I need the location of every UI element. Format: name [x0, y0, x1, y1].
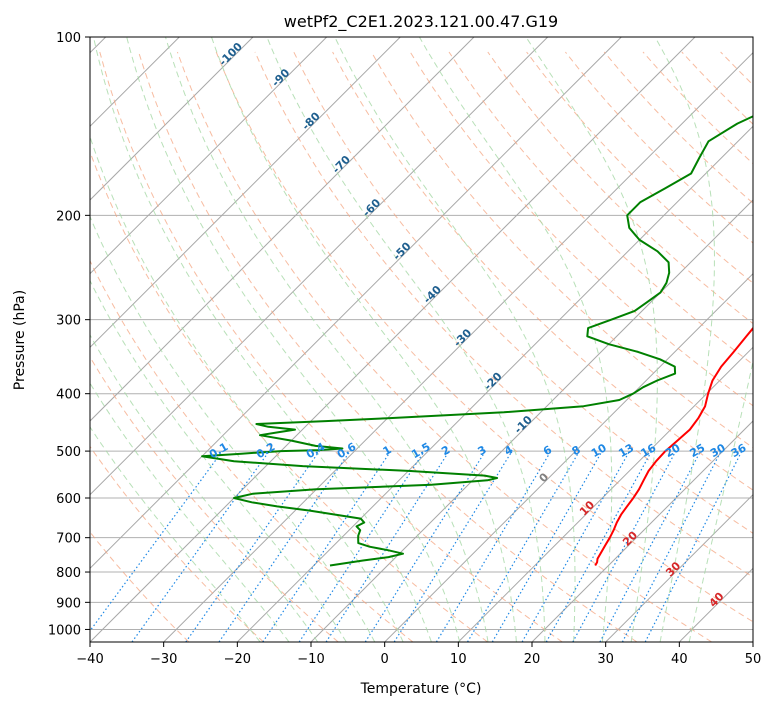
- dry-adiabat-line: [448, 51, 753, 366]
- moist-adiabat-line: [90, 215, 376, 642]
- isotherm-line: [90, 37, 549, 496]
- y-tick-label: 500: [56, 445, 81, 460]
- y-tick-label: 400: [56, 388, 81, 403]
- y-tick-label: 800: [56, 566, 81, 581]
- y-axis: 100 200 300 400 500 600 700 800 900 1000: [48, 31, 90, 638]
- dry-adiabat-line: [409, 51, 753, 407]
- isotherm-line: [236, 125, 753, 642]
- dry-adiabat-line: [90, 259, 414, 642]
- x-tick-label: −10: [297, 652, 324, 667]
- isotherm-line: [163, 51, 753, 642]
- temperature-profile: [594, 326, 753, 566]
- mixing-ratio-line: [545, 450, 653, 642]
- dry-adiabat-line: [90, 445, 264, 642]
- moist-adiabat-line: [93, 37, 432, 642]
- isotherm-line: [90, 37, 254, 201]
- chart-title: wetPf2_C2E1.2023.121.00.47.G19: [284, 12, 558, 32]
- moist-adiabat-line: [165, 37, 489, 642]
- moist-adiabat-line: [211, 37, 517, 642]
- moist-adiabat-line: [525, 37, 658, 642]
- y-tick-label: 700: [56, 532, 81, 547]
- isotherm-line: [90, 37, 328, 275]
- y-tick-label: 200: [56, 209, 81, 224]
- moist-adiabat-line: [334, 37, 576, 642]
- x-tick-label: 20: [524, 652, 541, 667]
- mixing-ratio-line: [521, 450, 631, 642]
- plot-frame: [89, 36, 754, 643]
- dry-adiabat-line: [293, 51, 753, 534]
- moist-adiabat-line: [418, 37, 613, 642]
- x-axis: −40 −30 −20 −10 0 10 20 30 40 50: [76, 642, 761, 667]
- x-tick-label: −30: [150, 652, 177, 667]
- moist-adiabat-line: [90, 135, 404, 642]
- x-tick-label: 10: [450, 652, 467, 667]
- dry-adiabat-line: [370, 51, 753, 449]
- mixing-ratio-line: [325, 450, 450, 642]
- moist-adiabat-line: [654, 37, 716, 642]
- mixing-ratio-line: [364, 450, 486, 642]
- y-tick-label: 900: [56, 596, 81, 611]
- dry-adiabat-line: [90, 356, 339, 642]
- isotherm-line: [90, 37, 475, 422]
- y-tick-label: 1000: [48, 623, 81, 638]
- dry-adiabat-line: [176, 51, 712, 642]
- dry-adiabat-line: [138, 51, 638, 642]
- moist-adiabat-line: [266, 37, 546, 642]
- mixing-ratio-line: [218, 450, 351, 642]
- mixing-ratio-line: [572, 450, 677, 642]
- x-axis-title: Temperature (°C): [360, 681, 482, 697]
- dry-adiabat-line: [332, 51, 753, 491]
- x-tick-label: 0: [381, 652, 389, 667]
- y-tick-label: 300: [56, 314, 81, 329]
- isotherm-line: [531, 420, 753, 642]
- isotherm-line: [90, 37, 622, 570]
- y-tick-label: 100: [56, 31, 81, 46]
- isotherm-line: [384, 272, 753, 642]
- moist-adiabat-line: [688, 359, 753, 642]
- dry-adiabat-line: [215, 51, 753, 623]
- isotherm-line: [605, 493, 753, 642]
- isotherm-line: [90, 37, 696, 642]
- mixing-ratio-line: [185, 450, 320, 642]
- x-tick-label: −40: [76, 652, 103, 667]
- dewpoint-profile: [201, 115, 753, 567]
- isotherm-line: [457, 346, 753, 642]
- x-tick-label: −20: [224, 652, 251, 667]
- mixing-ratio-line: [491, 450, 603, 642]
- x-tick-label: 30: [597, 652, 614, 667]
- mixing-ratio-line: [466, 450, 580, 642]
- moist-adiabat-line: [90, 334, 319, 642]
- dry-adiabat-line: [99, 51, 563, 642]
- x-tick-label: 40: [671, 652, 688, 667]
- background-lines: [90, 37, 753, 642]
- data-lines: [201, 115, 753, 567]
- dry-adiabat-line: [487, 51, 753, 325]
- moist-adiabat-line: [90, 382, 290, 642]
- isotherm-line: [90, 37, 401, 349]
- y-axis-title: Pressure (hPa): [12, 290, 28, 390]
- mixing-ratio-line: [435, 450, 552, 642]
- y-tick-label: 600: [56, 492, 81, 507]
- dry-adiabat-line: [90, 150, 488, 642]
- mixing-ratio-line: [393, 450, 513, 642]
- dry-adiabat-line: [254, 51, 753, 578]
- moist-adiabat-line: [90, 426, 261, 642]
- x-tick-label: 50: [745, 652, 762, 667]
